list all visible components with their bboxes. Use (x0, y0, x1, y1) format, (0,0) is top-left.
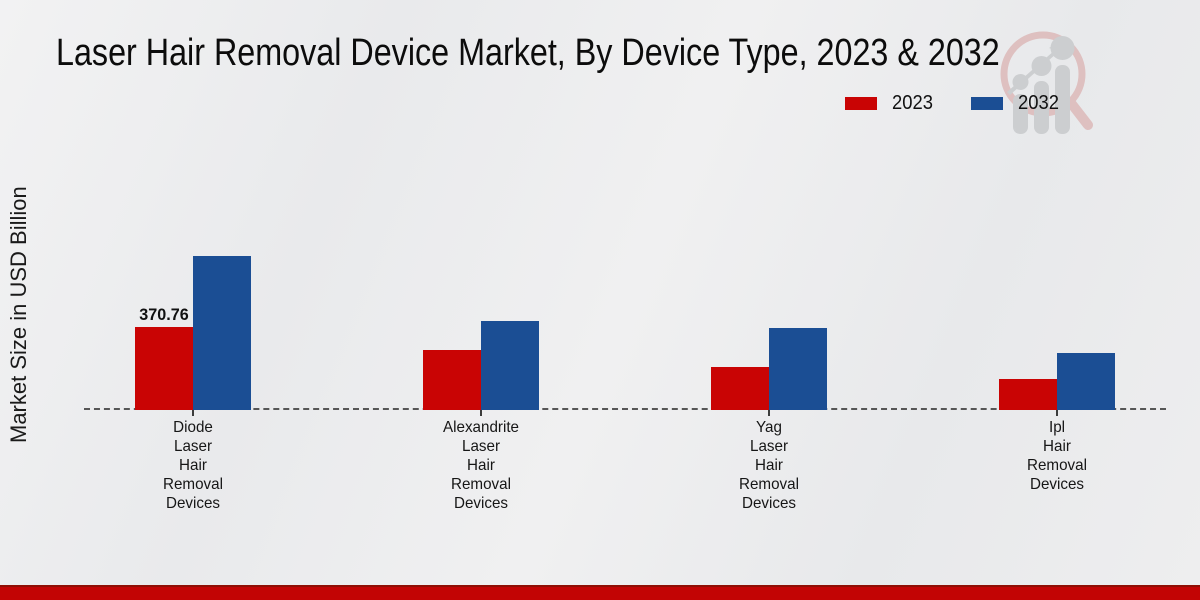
legend-label-2023: 2023 (892, 92, 933, 114)
legend-item-2032: 2032 (970, 92, 1063, 115)
bar-2023-4 (999, 379, 1057, 410)
magnifier-handle-icon (1066, 98, 1093, 130)
x-axis-baseline (84, 408, 1166, 410)
legend-swatch-2032 (970, 97, 1003, 110)
category-label-3: Yag Laser Hair Removal Devices (739, 419, 799, 512)
bar-2032-2 (481, 320, 539, 410)
axis-tick (192, 410, 194, 416)
legend-item-2023: 2023 (845, 92, 937, 115)
bar-2023-3 (711, 367, 769, 410)
category-label-1: Diode Laser Hair Removal Devices (163, 419, 223, 512)
axis-tick (480, 410, 482, 416)
footer-red-band (0, 585, 1200, 600)
legend-swatch-2023 (845, 97, 877, 110)
axis-tick (768, 410, 770, 416)
bar-2032-4 (1057, 353, 1115, 410)
legend-label-2032: 2032 (1017, 92, 1059, 114)
bar-value-label: 370.76 (139, 305, 189, 324)
bar-2032-3 (769, 328, 827, 410)
bar-2032-1 (193, 255, 251, 410)
growth-arrow-icon (1007, 40, 1063, 95)
chart-title: Laser Hair Removal Device Market, By Dev… (56, 32, 1000, 74)
category-label-4: Ipl Hair Removal Devices (1027, 419, 1087, 493)
magnifier-growth-chart-logo-icon (1000, 31, 1093, 134)
legend: 2023 2032 (845, 92, 1062, 115)
category-label-2: Alexandrite Laser Hair Removal Devices (442, 419, 520, 512)
bar-2023-1 (135, 327, 193, 410)
bar-2023-2 (423, 350, 481, 410)
axis-tick (1056, 410, 1058, 416)
growth-bars-icon (1007, 36, 1075, 134)
